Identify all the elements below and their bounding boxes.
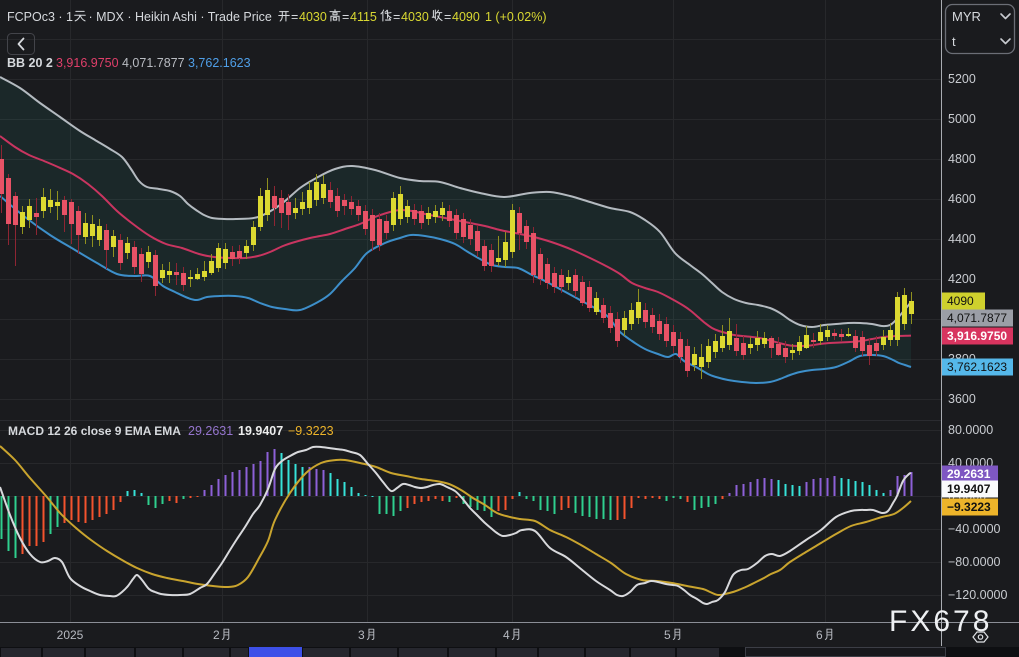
svg-text:4800: 4800 [948,152,976,166]
svg-text:MACD 12 26 close 9 EMA EMA: MACD 12 26 close 9 EMA EMA [8,424,181,438]
svg-text:4: 4 [503,628,510,642]
svg-text:· MDX · Heikin Ashi · Trade Pr: · MDX · Heikin Ashi · Trade Price [88,10,271,24]
svg-text:4030: 4030 [299,10,327,24]
svg-text:19.9407: 19.9407 [238,424,283,438]
svg-text:t: t [952,34,956,49]
svg-text:80.0000: 80.0000 [948,423,993,437]
svg-text:FX678: FX678 [889,605,992,638]
svg-text:4600: 4600 [948,192,976,206]
svg-text:5200: 5200 [948,72,976,86]
svg-text:3,762.1623: 3,762.1623 [947,360,1007,374]
svg-text:BB 20 2: BB 20 2 [7,56,53,70]
svg-text:−40.0000: −40.0000 [948,522,1001,536]
svg-text:−9.3223: −9.3223 [947,500,991,514]
svg-text:MYR: MYR [952,9,981,24]
svg-text:3,916.9750: 3,916.9750 [56,56,119,70]
svg-text:29.2631: 29.2631 [188,424,233,438]
svg-text:4400: 4400 [948,232,976,246]
svg-text:19.9407: 19.9407 [947,482,991,496]
svg-text:5000: 5000 [948,112,976,126]
svg-text:FCPOc3 · 1: FCPOc3 · 1 [7,10,73,24]
svg-text:2: 2 [213,628,220,642]
svg-text:3600: 3600 [948,392,976,406]
svg-text:4030: 4030 [401,10,429,24]
svg-text:6: 6 [816,628,823,642]
svg-text:4090: 4090 [947,294,974,308]
svg-text:4,071.7877: 4,071.7877 [122,56,185,70]
svg-text:3: 3 [358,628,365,642]
svg-text:5: 5 [664,628,671,642]
svg-text:2025: 2025 [57,628,84,642]
svg-text:3,762.1623: 3,762.1623 [188,56,251,70]
svg-text:1 (+0.02%): 1 (+0.02%) [485,10,547,24]
svg-text:4090: 4090 [452,10,480,24]
svg-text:29.2631: 29.2631 [947,467,991,481]
svg-text:=: = [393,10,400,24]
svg-text:=: = [342,10,349,24]
svg-text:=: = [444,10,451,24]
svg-text:4115: 4115 [350,10,377,24]
svg-text:−120.0000: −120.0000 [948,588,1007,602]
svg-text:4200: 4200 [948,272,976,286]
svg-text:−9.3223: −9.3223 [288,424,334,438]
svg-text:4,071.7877: 4,071.7877 [947,311,1007,325]
svg-text:=: = [291,10,298,24]
svg-text:3,916.9750: 3,916.9750 [947,329,1007,343]
svg-text:−80.0000: −80.0000 [948,555,1001,569]
